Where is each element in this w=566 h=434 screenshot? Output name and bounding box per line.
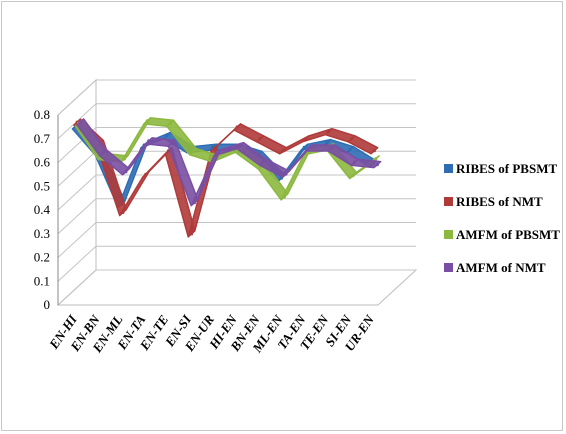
- legend-swatch: [444, 164, 453, 173]
- data-point: [189, 232, 194, 236]
- gridline: [57, 174, 416, 211]
- data-point: [235, 125, 239, 129]
- data-point: [329, 146, 334, 150]
- legend-label: RIBES of PBSMT: [456, 161, 557, 176]
- data-point: [238, 144, 242, 148]
- y-tick-label: 0.8: [34, 107, 50, 122]
- y-tick-label: 0.3: [34, 226, 50, 241]
- legend-label: AMFM of NMT: [456, 260, 546, 275]
- y-tick-label: 0.4: [34, 202, 51, 217]
- legend-label: RIBES of NMT: [456, 194, 543, 209]
- y-axis-ticks: 0 0.1 0.2 0.3 0.4 0.5 0.6 0.7 0.8: [34, 107, 51, 312]
- legend-label: AMFM of PBSMT: [456, 227, 560, 242]
- data-point: [191, 150, 195, 154]
- gridline: [57, 269, 416, 306]
- series-ribes-of-nmt: [73, 118, 379, 238]
- data-point: [145, 119, 149, 123]
- data-point: [348, 148, 352, 152]
- data-point: [165, 133, 169, 138]
- data-point: [307, 146, 311, 150]
- y-tick-label: 0.5: [34, 178, 50, 193]
- data-point: [302, 145, 306, 149]
- y-tick-label: 0.6: [34, 155, 51, 170]
- gridline: [57, 222, 416, 258]
- data-point: [144, 172, 148, 177]
- data-point: [122, 157, 126, 161]
- data-point: [281, 149, 285, 153]
- data-point: [121, 210, 125, 215]
- x-axis-ticks: EN-HIEN-BNEN-MLEN-TAEN-TEEN-SIEN-URHI-EN…: [45, 311, 377, 356]
- data-point: [212, 146, 216, 150]
- gridline: [57, 103, 416, 140]
- y-tick-label: 0.2: [34, 250, 50, 265]
- legend: RIBES of PBSMT RIBES of NMT AMFM of PBSMT A…: [444, 161, 560, 275]
- data-point: [351, 173, 355, 178]
- legend-swatch: [444, 230, 453, 239]
- gridline: [57, 127, 416, 163]
- gridline: [57, 79, 416, 116]
- y-tick-label: 0: [44, 297, 51, 312]
- y-tick-label: 0.7: [34, 131, 51, 146]
- data-point: [169, 141, 174, 145]
- gridlines: [57, 79, 416, 306]
- data-point: [325, 140, 329, 145]
- data-point: [352, 160, 357, 164]
- data-point: [349, 137, 354, 141]
- data-point: [375, 163, 379, 167]
- data-point: [284, 172, 288, 176]
- floor: [56, 269, 418, 306]
- data-point: [374, 157, 378, 161]
- legend-swatch: [444, 263, 453, 272]
- gridline: [57, 198, 416, 235]
- data-point: [326, 130, 331, 134]
- data-point: [168, 121, 172, 125]
- data-point: [282, 195, 286, 199]
- data-point: [147, 139, 151, 143]
- data-point: [78, 120, 82, 124]
- series-lines: [71, 117, 382, 238]
- y-tick-label: 0.1: [34, 273, 50, 288]
- data-point: [192, 201, 197, 205]
- data-point: [215, 151, 219, 155]
- legend-swatch: [444, 197, 453, 206]
- data-point: [304, 137, 308, 141]
- data-point: [124, 170, 128, 174]
- data-point: [261, 160, 265, 164]
- gridline: [57, 245, 416, 282]
- data-point: [372, 149, 376, 153]
- data-point: [258, 137, 262, 141]
- data-point: [101, 151, 105, 155]
- series-amfm-of-nmt: [76, 118, 382, 207]
